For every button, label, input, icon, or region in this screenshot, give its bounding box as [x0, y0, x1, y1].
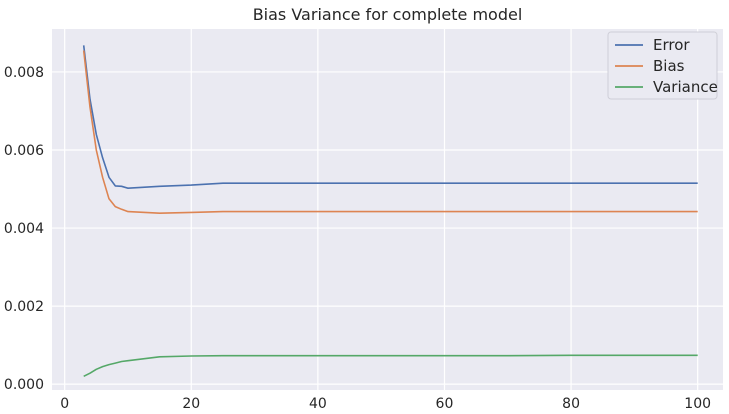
legend-label-error: Error [653, 36, 690, 54]
chart-title: Bias Variance for complete model [253, 5, 523, 24]
legend-box [607, 31, 718, 100]
y-tick-label: 0.008 [4, 65, 44, 81]
x-tick-label: 100 [684, 396, 711, 412]
x-tick-label: 0 [60, 396, 69, 412]
series-line-bias [82, 50, 698, 214]
series-line-variance [83, 354, 698, 378]
x-tick-label: 60 [436, 396, 454, 412]
y-tick-label: 0.004 [4, 221, 44, 237]
legend-label-bias: Bias [653, 57, 685, 75]
x-tick-label: 40 [309, 396, 327, 412]
y-tick-label: 0.006 [4, 143, 44, 159]
x-axis-ticks: 0 20 40 60 80 100 [60, 396, 711, 412]
y-tick-label: 0.002 [4, 299, 44, 315]
x-tick-label: 20 [182, 396, 200, 412]
series-lines [82, 45, 698, 378]
series-line-error [82, 45, 698, 189]
x-tick-label: 80 [562, 396, 580, 412]
y-axis-ticks: 0.000 0.002 0.004 0.006 0.008 [4, 65, 44, 393]
legend-label-variance: Variance [653, 78, 718, 96]
legend: Error Bias Variance [607, 31, 718, 100]
y-tick-label: 0.000 [4, 377, 44, 393]
